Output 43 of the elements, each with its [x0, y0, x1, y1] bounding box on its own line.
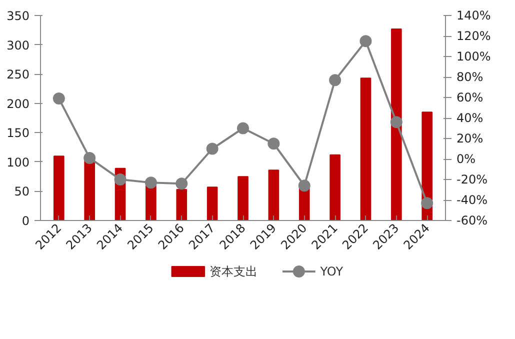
y2-tick-label: 40%	[456, 111, 484, 125]
y2-tick-label: 60%	[456, 90, 484, 104]
bar	[238, 176, 248, 220]
bar	[360, 78, 372, 220]
legend-label: 资本支出	[210, 264, 258, 278]
bar	[330, 154, 340, 220]
point	[176, 178, 188, 190]
y2-tick-label: 100%	[456, 50, 491, 64]
y2-tick-label: 80%	[456, 70, 484, 84]
y-tick-label: 200	[6, 96, 30, 111]
y2-tick-label: 0%	[456, 152, 476, 166]
y-tick-label: 150	[6, 126, 30, 140]
point	[237, 122, 249, 134]
y2-tick-label: 120%	[456, 29, 491, 43]
point	[84, 152, 96, 164]
bar	[268, 170, 280, 220]
y-tick-label: 0	[22, 214, 30, 228]
point	[329, 74, 342, 86]
y2-tick-label: 140%	[456, 8, 491, 22]
point	[360, 35, 372, 48]
point	[114, 174, 126, 186]
legend-label: YOY	[319, 264, 344, 278]
point	[268, 138, 280, 150]
y-tick-label: 100	[6, 155, 30, 170]
point	[390, 116, 402, 128]
bar	[391, 28, 402, 220]
point	[206, 142, 218, 155]
bar	[176, 188, 188, 220]
point	[144, 176, 157, 189]
y2-tick-label: -20%	[456, 172, 488, 186]
y2-tick-label: -40%	[456, 193, 488, 207]
point	[421, 197, 434, 210]
y2-tick-label: -60%	[456, 214, 488, 228]
y-tick-label: 50	[14, 184, 30, 199]
point	[298, 180, 310, 192]
bar	[84, 159, 95, 220]
point	[52, 92, 65, 105]
y-tick-label: 300	[6, 38, 30, 52]
y-tick-label: 350	[6, 9, 30, 23]
bar	[206, 186, 218, 220]
bar	[54, 156, 64, 220]
y-tick-label: 250	[6, 68, 30, 82]
y2-tick-label: 20%	[456, 132, 484, 146]
